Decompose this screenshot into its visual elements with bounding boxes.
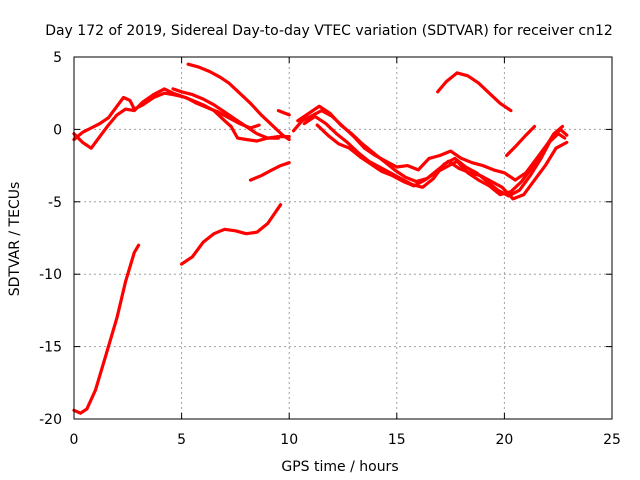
y-tick-label: 0 — [53, 122, 62, 138]
x-tick-label: 5 — [177, 432, 186, 448]
y-tick-label: -10 — [39, 267, 62, 283]
y-tick-label: 5 — [53, 50, 62, 66]
series-track-12 — [315, 123, 565, 197]
series-track-9 — [291, 109, 567, 182]
series-track-7 — [248, 161, 291, 182]
y-tick-label: -20 — [39, 412, 62, 428]
series-track-6 — [171, 87, 280, 140]
x-tick-label: 10 — [280, 432, 298, 448]
series-track-1 — [72, 243, 141, 415]
grid — [74, 57, 612, 419]
y-tick-label: -15 — [39, 340, 62, 356]
x-tick-labels: 0 5 10 15 20 25 — [70, 432, 621, 448]
series-track-8 — [276, 109, 291, 117]
axis-ticks — [73, 56, 613, 420]
series-layer — [72, 62, 569, 415]
x-tick-label: 25 — [603, 432, 621, 448]
x-tick-label: 0 — [70, 432, 79, 448]
series-track-14 — [505, 124, 537, 158]
series-track-5 — [186, 62, 291, 142]
series-track-13 — [436, 71, 513, 113]
series-track-4 — [72, 87, 291, 150]
y-axis-label: SDTVAR / TECUs — [7, 182, 23, 297]
y-tick-labels: 5 0 -5 -10 -15 -20 — [39, 50, 62, 428]
x-axis-label: GPS time / hours — [281, 459, 398, 475]
series-track-10 — [296, 104, 569, 201]
y-tick-label: -5 — [48, 195, 62, 211]
x-tick-label: 15 — [388, 432, 406, 448]
chart-title: Day 172 of 2019, Sidereal Day-to-day VTE… — [45, 23, 613, 39]
plot-frame — [73, 56, 613, 420]
series-track-2 — [180, 203, 283, 266]
x-tick-label: 20 — [495, 432, 513, 448]
series-track-3 — [72, 91, 261, 142]
